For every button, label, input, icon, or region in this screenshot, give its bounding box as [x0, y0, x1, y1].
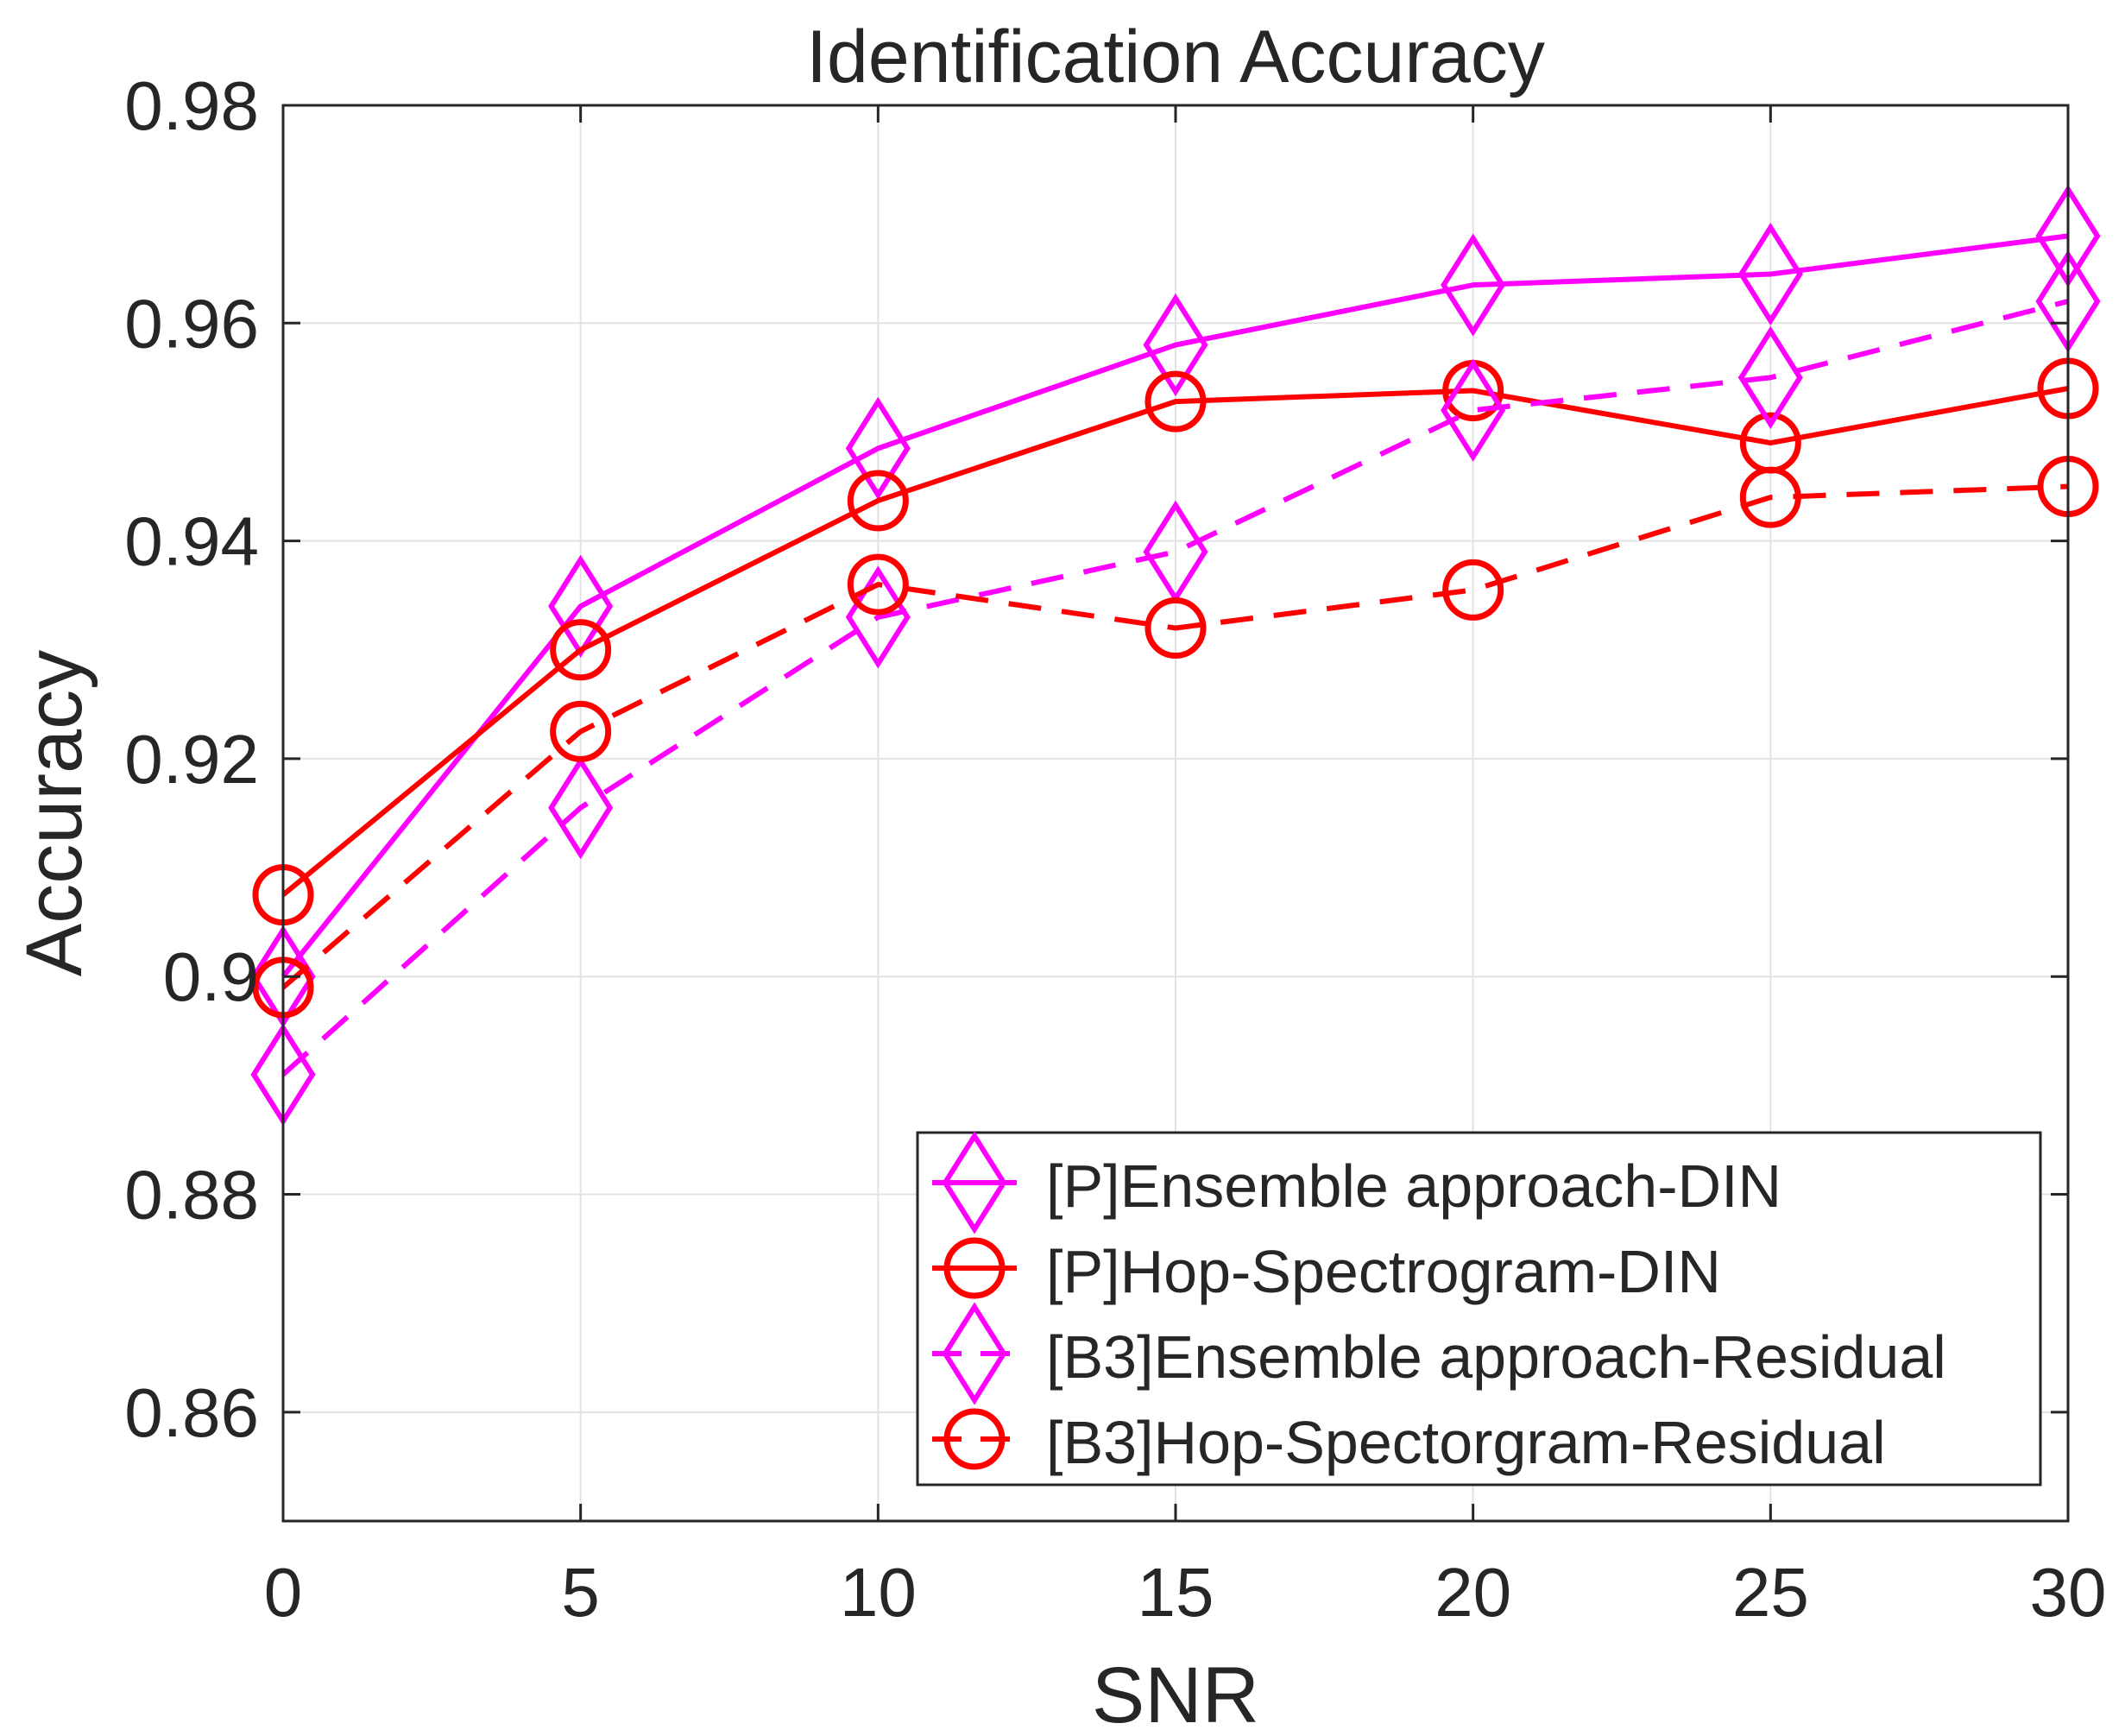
y-tick-label: 0.92 — [124, 721, 259, 798]
legend-marker — [942, 1131, 1007, 1234]
data-point — [1441, 358, 1506, 462]
legend: [P]Ensemble approach-DIN [P]Hop-Spectrogr… — [916, 1131, 2042, 1487]
legend-entry-3: [B3]Ensemble approach-Residual — [932, 1302, 1946, 1405]
legend-label: [P]Hop-Spectrogram-DIN — [1046, 1238, 1721, 1305]
data-point — [845, 396, 911, 501]
legend-label: [P]Ensemble approach-DIN — [1046, 1152, 1781, 1220]
x-tick-label: 10 — [840, 1554, 917, 1631]
data-point — [1442, 559, 1504, 621]
x-tick-label: 0 — [264, 1554, 303, 1631]
legend-marker — [942, 1302, 1007, 1405]
y-axis-label: Accuracy — [10, 650, 98, 976]
data-point — [1441, 233, 1506, 337]
legend-box — [916, 1131, 2042, 1487]
legend-label: [B3]Hop-Spectorgram-Residual — [1046, 1409, 1886, 1476]
x-tick-label: 30 — [2030, 1554, 2107, 1631]
x-tick-label: 5 — [561, 1554, 600, 1631]
data-point — [1144, 597, 1207, 660]
y-tick-label: 0.98 — [124, 67, 259, 144]
data-point — [847, 470, 909, 532]
data-point — [1144, 370, 1207, 432]
x-axis-label: SNR — [1092, 1651, 1259, 1736]
legend-label: [B3]Ensemble approach-Residual — [1046, 1323, 1946, 1391]
chart-title: Identification Accuracy — [806, 16, 1545, 98]
series-2 — [252, 357, 2099, 926]
data-point — [1737, 222, 1803, 326]
data-point — [548, 756, 614, 860]
legend-entry-4: [B3]Hop-Spectorgram-Residual — [932, 1408, 1886, 1476]
data-point — [550, 700, 612, 762]
data-point — [1737, 325, 1803, 430]
axis-ticks: 0 5 10 15 20 25 30 0.86 0.88 0.9 0.92 0.94 0.96 0.98 — [124, 67, 2106, 1631]
series-line — [281, 386, 2069, 897]
series-line — [281, 299, 2069, 1077]
y-tick-label: 0.86 — [124, 1374, 259, 1451]
x-tick-label: 25 — [1732, 1554, 1809, 1631]
x-tick-label: 15 — [1138, 1554, 1214, 1631]
legend-entry-1: [P]Ensemble approach-DIN — [932, 1131, 1781, 1234]
data-point — [847, 553, 909, 615]
data-point — [1739, 466, 1801, 528]
x-tick-label: 20 — [1435, 1554, 1511, 1631]
y-tick-label: 0.94 — [124, 503, 259, 580]
legend-entry-2: [P]Hop-Spectrogram-DIN — [932, 1237, 1721, 1305]
legend-marker — [943, 1237, 1006, 1299]
data-point — [550, 619, 612, 681]
y-tick-label: 0.96 — [124, 285, 259, 362]
y-tick-label: 0.88 — [124, 1157, 259, 1234]
series-line — [281, 233, 2069, 979]
series-line — [281, 483, 2069, 990]
y-tick-label: 0.9 — [163, 938, 259, 1015]
legend-marker — [943, 1408, 1006, 1470]
data-point — [1143, 293, 1208, 397]
